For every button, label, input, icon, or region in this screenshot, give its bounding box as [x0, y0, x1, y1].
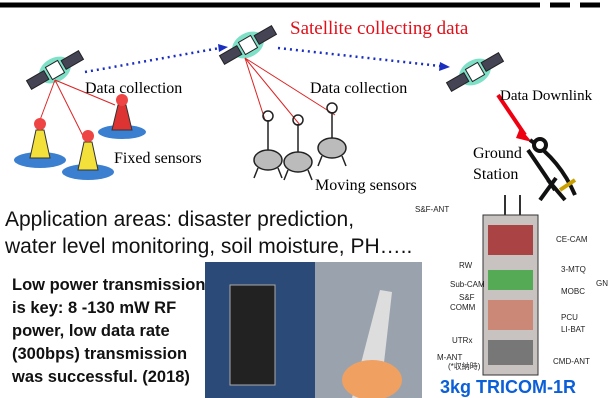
slide-title: Satellite collecting data — [290, 18, 469, 39]
fixed-sensors-art — [14, 94, 146, 180]
part-label: (*収納時) — [448, 361, 481, 371]
part-label: S&F — [459, 293, 475, 302]
arrowhead — [218, 44, 228, 52]
arrowhead — [439, 62, 450, 71]
part-label: LI-BAT — [561, 325, 585, 334]
part-label: Sub-CAM — [450, 280, 485, 289]
label: Data collection — [310, 80, 407, 97]
part-label: COMM — [450, 303, 476, 312]
label: Ground — [473, 145, 522, 162]
part-label: UTRx — [452, 336, 472, 345]
satellite-right — [443, 47, 507, 98]
satellite-photo-body — [230, 285, 275, 385]
part-label: 3-MTQ — [561, 265, 586, 274]
part-label: S&F-ANT — [415, 205, 449, 214]
body-text: was successful. (2018) — [11, 368, 190, 386]
body-text: Low power transmission — [12, 276, 205, 294]
body-text: power, low data rate — [12, 322, 170, 340]
part-label: PCU — [561, 313, 578, 322]
part-label: MOBC — [561, 287, 585, 296]
label: Moving sensors — [315, 177, 417, 194]
body-text: (300bps) transmission — [12, 345, 187, 363]
part-label: RW — [459, 261, 473, 270]
body-text: water level monitoring, soil moisture, P… — [4, 235, 412, 258]
part-label: CE-CAM — [556, 235, 588, 244]
part-label: CMD-ANT — [553, 357, 590, 366]
orbit-path — [278, 48, 440, 66]
orbit-path — [85, 48, 220, 72]
caption: 3kg TRICOM-1R — [440, 377, 576, 397]
label: Data collection — [85, 80, 182, 97]
satellite-left — [23, 45, 87, 96]
key-point: Low power transmission is key: 8 -130 mW… — [11, 276, 205, 386]
slide: Satellite collecting data Data collectio… — [0, 0, 609, 398]
satellite-middle — [216, 20, 280, 71]
body-text: Application areas: disaster prediction, — [5, 208, 354, 231]
ground-station-art — [528, 139, 575, 200]
moving-sensors-art — [254, 103, 346, 180]
satellite-diagram-art — [483, 195, 538, 375]
label: Fixed sensors — [114, 150, 202, 167]
label: Data Downlink — [500, 88, 593, 104]
part-label: M-ANT — [437, 353, 462, 362]
uplinks — [40, 58, 335, 140]
part-label: GN — [596, 279, 608, 288]
label: Station — [473, 166, 518, 183]
body-text: is key: 8 -130 mW RF — [12, 299, 176, 317]
